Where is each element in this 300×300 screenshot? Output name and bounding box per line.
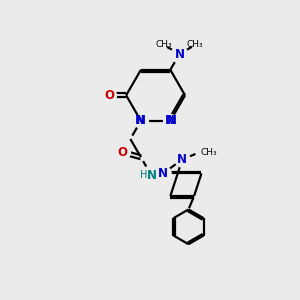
- Text: O: O: [118, 146, 128, 159]
- Text: CH₃: CH₃: [187, 40, 203, 50]
- Text: N: N: [146, 169, 156, 182]
- Text: N: N: [167, 114, 177, 127]
- Text: CH₃: CH₃: [155, 40, 172, 50]
- Text: N: N: [174, 47, 184, 61]
- Text: N: N: [177, 153, 187, 166]
- Text: O: O: [104, 89, 114, 102]
- Text: H: H: [140, 170, 148, 181]
- Text: N: N: [134, 114, 145, 127]
- Text: CH₃: CH₃: [200, 148, 217, 157]
- Text: N: N: [158, 167, 168, 180]
- Text: N: N: [165, 114, 175, 127]
- Text: N: N: [136, 114, 146, 127]
